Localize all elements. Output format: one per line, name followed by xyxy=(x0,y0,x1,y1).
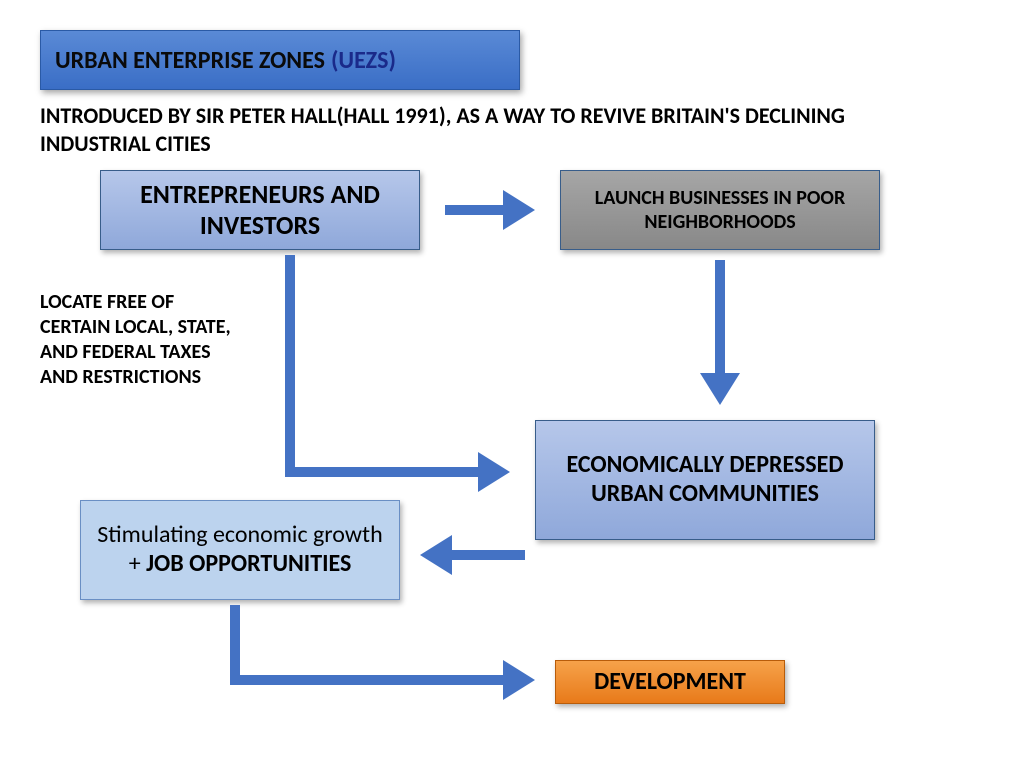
node-economically-label: ECONOMICALLY DEPRESSED URBAN COMMUNITIES xyxy=(546,451,864,509)
node-entrepreneurs-label: ENTREPRENEURS AND INVESTORS xyxy=(111,179,409,241)
arrow-stim-elbow-to-dev xyxy=(235,605,525,680)
locate-text: LOCATE FREE OF CERTAIN LOCAL, STATE, AND… xyxy=(40,290,240,390)
stim-bold: JOB OPPORTUNITIES xyxy=(146,549,351,578)
node-stimulating-label: Stimulating economic growth + JOB OPPORT… xyxy=(91,521,389,579)
title-paren: (UEZS) xyxy=(331,46,396,75)
arrow-entre-elbow-to-econ xyxy=(290,255,500,472)
node-economically: ECONOMICALLY DEPRESSED URBAN COMMUNITIES xyxy=(535,420,875,540)
node-development: DEVELOPMENT xyxy=(555,660,785,704)
node-launch: LAUNCH BUSINESSES IN POOR NEIGHBORHOODS xyxy=(560,170,880,250)
node-launch-label: LAUNCH BUSINESSES IN POOR NEIGHBORHOODS xyxy=(571,186,869,234)
node-development-label: DEVELOPMENT xyxy=(594,668,746,697)
title-main: URBAN ENTERPRISE ZONES xyxy=(55,46,325,75)
title-box: URBAN ENTERPRISE ZONES (UEZS) xyxy=(40,30,520,90)
intro-text: INTRODUCED BY SIR PETER HALL(HALL 1991),… xyxy=(40,102,940,157)
node-stimulating: Stimulating economic growth + JOB OPPORT… xyxy=(80,500,400,600)
node-entrepreneurs: ENTREPRENEURS AND INVESTORS xyxy=(100,170,420,250)
